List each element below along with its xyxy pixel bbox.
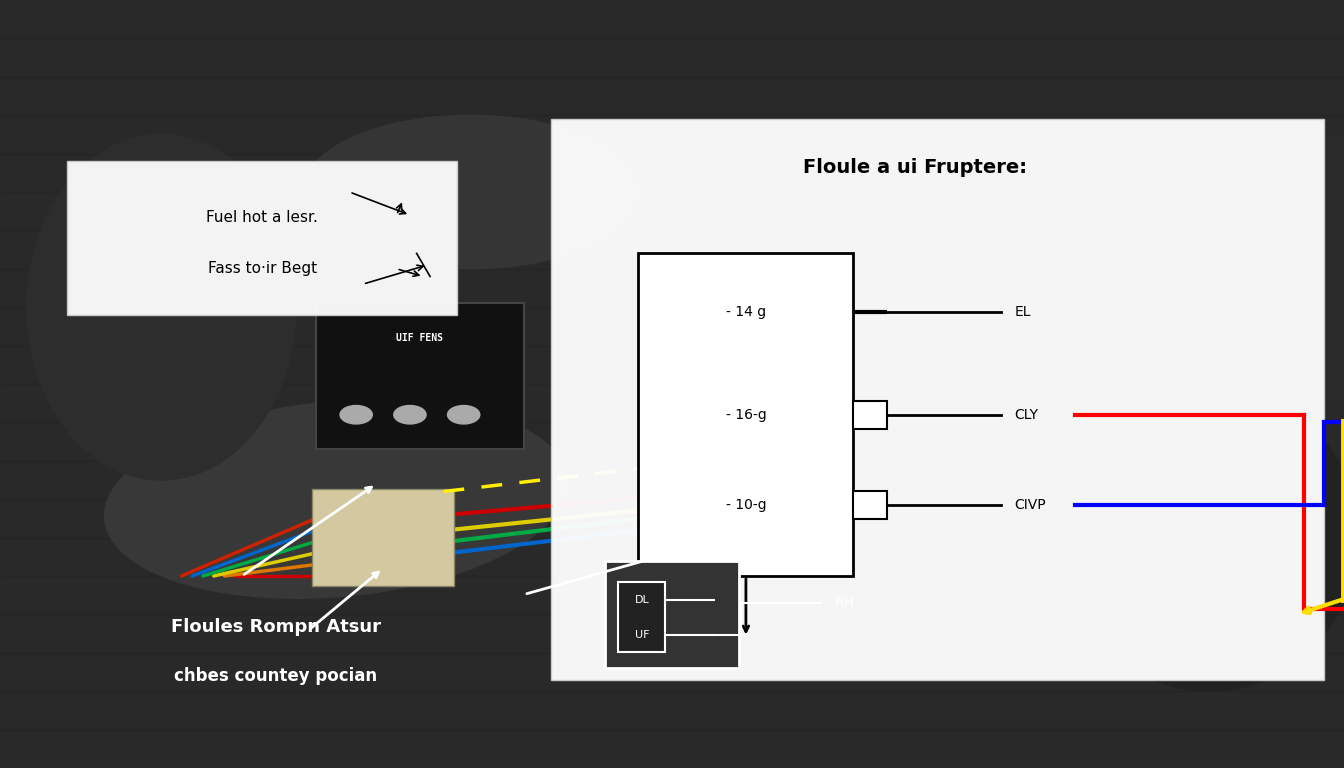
Text: UIF FENS: UIF FENS [396,333,444,343]
Bar [0,77,1344,115]
Ellipse shape [27,134,296,480]
Bar [0,115,1344,154]
Circle shape [394,406,426,424]
Bar [0,653,1344,691]
Bar [0,269,1344,307]
Bar [0,38,1344,77]
Ellipse shape [1176,134,1344,403]
Bar [0,614,1344,653]
Text: - 10-g: - 10-g [726,498,766,512]
Text: CLY: CLY [1015,408,1039,422]
Bar [0,230,1344,269]
FancyBboxPatch shape [551,119,1324,680]
Bar [0,307,1344,346]
Text: Fass to·ir Begt: Fass to·ir Begt [207,261,317,276]
Bar [618,582,665,652]
Text: Floules Rompn Atsur: Floules Rompn Atsur [171,617,380,636]
Bar [0,346,1344,384]
Text: - 16-g: - 16-g [726,408,766,422]
Text: EL: EL [1015,304,1031,319]
Ellipse shape [302,115,638,269]
Circle shape [340,406,372,424]
FancyBboxPatch shape [316,303,524,449]
Text: chbes countey pocian: chbes countey pocian [173,667,378,685]
Text: DL: DL [634,594,649,604]
Bar [0,154,1344,192]
Bar [0,499,1344,538]
FancyBboxPatch shape [67,161,457,315]
Text: RH: RH [835,597,855,611]
Bar [0,576,1344,614]
Ellipse shape [105,400,567,598]
Bar [0,538,1344,576]
Bar [638,253,853,576]
Bar [0,192,1344,230]
Bar [605,561,739,668]
Text: Fuel hot a lesr.: Fuel hot a lesr. [206,210,319,225]
Bar [853,492,887,519]
Text: UF: UF [634,630,649,640]
Ellipse shape [1062,384,1344,691]
FancyBboxPatch shape [312,489,454,586]
Bar [0,384,1344,422]
Circle shape [448,406,480,424]
Bar [0,730,1344,768]
Bar [853,401,887,429]
Bar [0,0,1344,38]
Text: - 14 g: - 14 g [726,304,766,319]
Bar [0,461,1344,499]
Text: CIVP: CIVP [1015,498,1047,512]
Bar [0,691,1344,730]
Bar [0,422,1344,461]
Text: Floule a ui Fruptere:: Floule a ui Fruptere: [802,157,1027,177]
